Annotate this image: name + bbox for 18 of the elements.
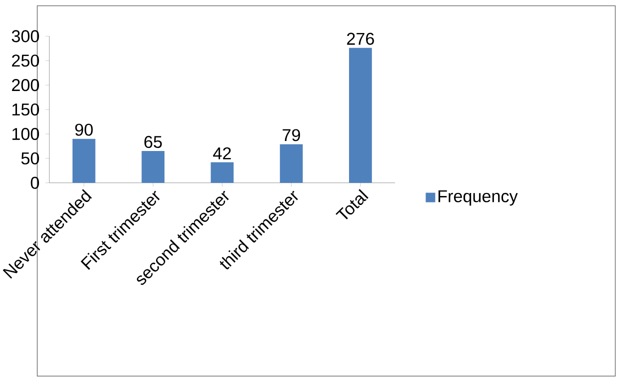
bar (349, 48, 372, 183)
y-tick-label: 300 (12, 30, 39, 42)
y-tick-label: 250 (12, 54, 39, 67)
data-label: 276 (347, 32, 374, 45)
y-tick-label: 150 (12, 104, 39, 116)
y-tick-label: 100 (12, 128, 39, 140)
y-tick-label: 50 (21, 152, 40, 165)
y-tick-label: 0 (30, 176, 40, 189)
data-label: 65 (144, 136, 162, 148)
bar (210, 162, 234, 183)
bar (280, 144, 303, 183)
legend-label: Frequency (438, 190, 518, 206)
bar (72, 138, 96, 183)
data-label: 79 (282, 129, 300, 142)
data-label: 42 (213, 147, 231, 160)
data-label: 90 (75, 124, 93, 136)
bar (142, 151, 164, 183)
y-tick-label: 200 (12, 79, 39, 92)
